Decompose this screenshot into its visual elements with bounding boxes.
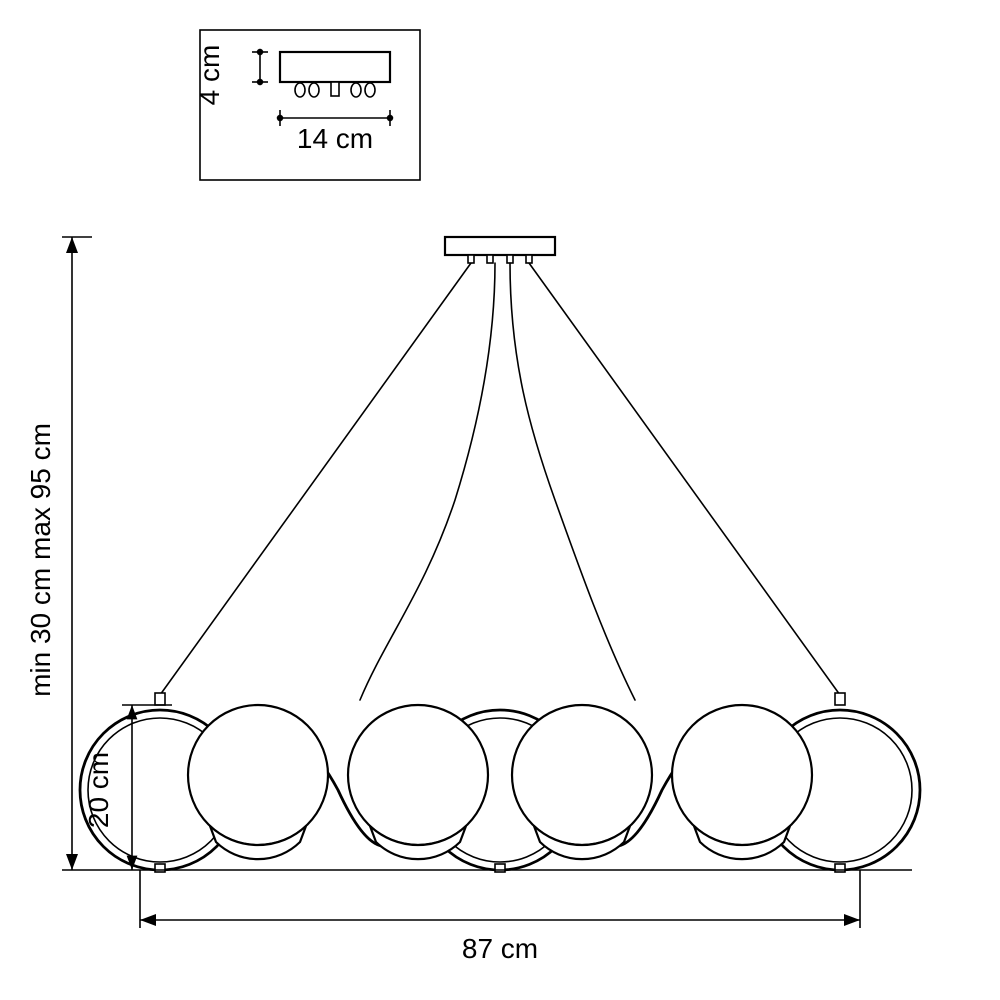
svg-text:min 30 cm max 95 cm: min 30 cm max 95 cm — [25, 423, 56, 697]
svg-text:4 cm: 4 cm — [194, 45, 225, 106]
svg-text:87 cm: 87 cm — [462, 933, 538, 964]
svg-text:20 cm: 20 cm — [83, 752, 114, 828]
svg-text:14 cm: 14 cm — [297, 123, 373, 154]
dimension-drawing: 4 cm 14 cm min 30 cm max 95 cm 20 cm 87 cm — [0, 0, 1000, 1000]
pendant-drawing: min 30 cm max 95 cm 20 cm 87 cm — [25, 237, 920, 964]
inset-detail: 4 cm 14 cm — [194, 30, 420, 180]
